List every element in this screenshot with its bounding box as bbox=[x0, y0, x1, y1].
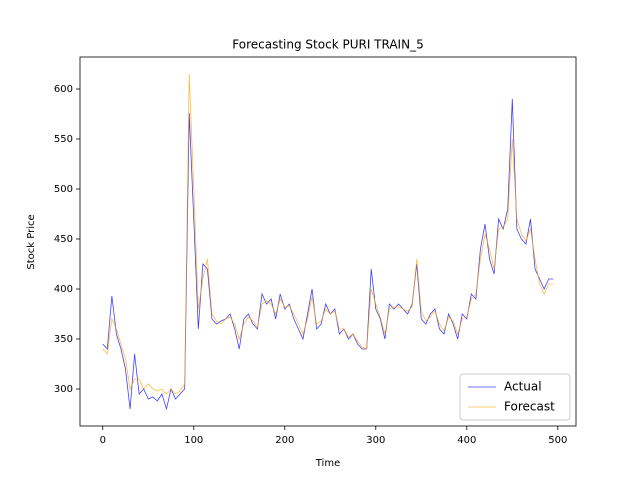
x-axis-label: Time bbox=[315, 458, 340, 469]
x-tick-label: 200 bbox=[275, 435, 294, 446]
plot-frame bbox=[79, 56, 577, 427]
data-line bbox=[102, 73, 554, 395]
x-tick-label: 0 bbox=[100, 435, 106, 446]
legend-label: Actual bbox=[504, 380, 542, 394]
y-tick-label: 500 bbox=[54, 184, 73, 195]
legend-label: Forecast bbox=[504, 400, 555, 414]
chart-title: Forecasting Stock PURI TRAIN_5 bbox=[232, 38, 423, 52]
y-axis-label: Stock Price bbox=[26, 214, 37, 269]
x-tick-label: 100 bbox=[184, 435, 203, 446]
y-tick-label: 600 bbox=[54, 84, 73, 95]
x-tick-label: 400 bbox=[457, 435, 476, 446]
legend-box bbox=[459, 373, 571, 421]
y-tick-label: 400 bbox=[54, 284, 73, 295]
y-tick-label: 450 bbox=[54, 234, 73, 245]
x-tick-label: 500 bbox=[548, 435, 567, 446]
y-tick-label: 350 bbox=[54, 334, 73, 345]
y-tick-label: 550 bbox=[54, 134, 73, 145]
x-tick-label: 300 bbox=[366, 435, 385, 446]
y-tick-label: 300 bbox=[54, 384, 73, 395]
